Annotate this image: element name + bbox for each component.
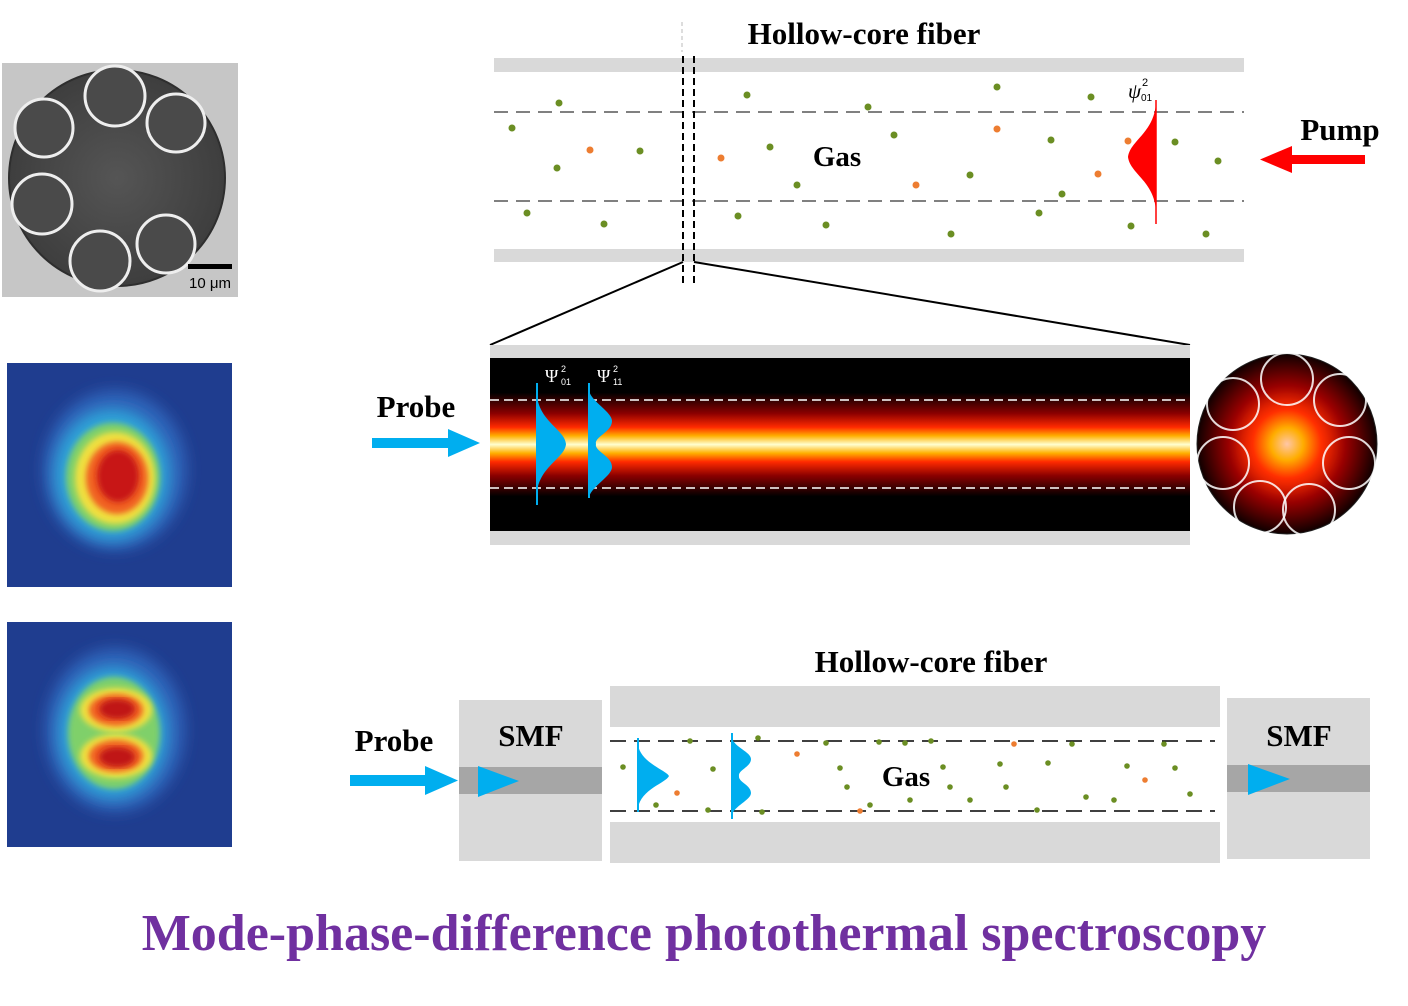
probe-beam-intensity (490, 358, 1190, 531)
fiber-cross-section (1196, 352, 1378, 537)
mode-profile-lp01-image (7, 363, 232, 587)
smf-left (459, 700, 602, 861)
svg-text:2: 2 (561, 364, 566, 374)
probe-arrow-middle (372, 429, 480, 457)
svg-text:2: 2 (1142, 77, 1148, 89)
smf-left-mode (478, 766, 519, 797)
bottom-gas-label: Gas (882, 761, 930, 793)
fiber-wall-top (494, 58, 1244, 72)
smf-left-label: SMF (498, 718, 563, 753)
svg-text:ψ: ψ (1128, 79, 1142, 103)
bottom-gas-molecules (620, 735, 1193, 815)
svg-text:01: 01 (1141, 93, 1153, 104)
lp01-symbol: Ψ 2 01 (545, 364, 571, 387)
pump-mode-symbol: ψ 2 01 (1128, 77, 1153, 104)
bottom-lp01-mode (638, 745, 669, 808)
probe-label-middle: Probe (377, 389, 456, 424)
zoom-line-left (489, 261, 684, 346)
bottom-fiber-label: Hollow-core fiber (815, 644, 1048, 679)
svg-text:Ψ: Ψ (597, 366, 611, 386)
pump-label: Pump (1300, 112, 1379, 147)
zoom-wall-top (490, 345, 1190, 358)
lp01-mode-profile (537, 396, 566, 492)
bottom-excited-molecules (674, 741, 1148, 814)
scale-bar (188, 264, 232, 269)
smf-right-mode (1248, 764, 1290, 795)
svg-text:11: 11 (613, 377, 622, 387)
zoom-line-right (693, 261, 1191, 346)
lp11-mode-profile (589, 391, 612, 497)
hcf-wall-top (610, 686, 1220, 727)
top-fiber-diagram (494, 22, 1365, 286)
middle-beam-diagram (372, 345, 1378, 545)
probe-arrow-bottom (350, 766, 458, 795)
bottom-lp11-mode (732, 738, 751, 815)
scale-bar-label: 10 μm (189, 275, 231, 292)
smf-right-label: SMF (1266, 718, 1331, 753)
zoom-wall-bottom (490, 531, 1190, 545)
smf-right (1227, 698, 1370, 859)
top-gas-label: Gas (813, 141, 861, 173)
sem-fiber-image: 10 μm (2, 63, 238, 297)
svg-text:2: 2 (613, 364, 618, 374)
pump-arrow (1260, 146, 1365, 173)
zoom-section-marker (681, 22, 695, 286)
svg-text:Ψ: Ψ (545, 366, 559, 386)
gas-molecules (508, 83, 1222, 238)
pump-mode-profile (1128, 100, 1156, 214)
bottom-setup-diagram (350, 686, 1370, 863)
page-title: Mode-phase-difference photothermal spect… (141, 905, 1267, 962)
hcf-wall-bottom (610, 822, 1220, 863)
probe-label-bottom: Probe (355, 723, 434, 758)
mode-profile-lp11-image (7, 622, 232, 847)
fiber-wall-bottom (494, 249, 1244, 262)
svg-text:01: 01 (561, 377, 571, 387)
lp11-symbol: Ψ 2 11 (597, 364, 622, 387)
top-fiber-label: Hollow-core fiber (748, 16, 981, 51)
excited-gas-molecules (586, 125, 1132, 189)
hollow-core-fiber-bottom (610, 686, 1220, 863)
